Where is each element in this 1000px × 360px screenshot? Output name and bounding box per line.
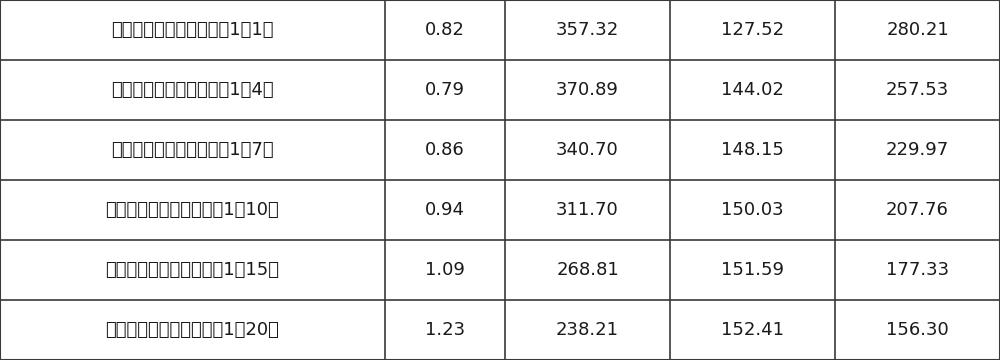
Text: 环溴虫酰胺：环氧虫啶（1：4）: 环溴虫酰胺：环氧虫啶（1：4）: [111, 81, 274, 99]
Text: 0.86: 0.86: [425, 141, 465, 159]
Text: 环溴虫酰胺：环氧虫啶（1：7）: 环溴虫酰胺：环氧虫啶（1：7）: [111, 141, 274, 159]
Text: 1.09: 1.09: [425, 261, 465, 279]
Text: 207.76: 207.76: [886, 201, 949, 219]
Text: 229.97: 229.97: [886, 141, 949, 159]
Text: 238.21: 238.21: [556, 321, 619, 339]
Text: 152.41: 152.41: [721, 321, 784, 339]
Text: 0.94: 0.94: [425, 201, 465, 219]
Text: 156.30: 156.30: [886, 321, 949, 339]
Text: 340.70: 340.70: [556, 141, 619, 159]
Text: 环溴虫酰胺：环氧虫啶（1：10）: 环溴虫酰胺：环氧虫啶（1：10）: [106, 201, 279, 219]
Text: 280.21: 280.21: [886, 21, 949, 39]
Text: 148.15: 148.15: [721, 141, 784, 159]
Text: 0.79: 0.79: [425, 81, 465, 99]
Text: 370.89: 370.89: [556, 81, 619, 99]
Text: 1.23: 1.23: [425, 321, 465, 339]
Text: 环溴虫酰胺：环氧虫啶（1：15）: 环溴虫酰胺：环氧虫啶（1：15）: [106, 261, 280, 279]
Text: 150.03: 150.03: [721, 201, 784, 219]
Text: 环溴虫酰胺：环氧虫啶（1：1）: 环溴虫酰胺：环氧虫啶（1：1）: [111, 21, 274, 39]
Text: 151.59: 151.59: [721, 261, 784, 279]
Text: 144.02: 144.02: [721, 81, 784, 99]
Text: 268.81: 268.81: [556, 261, 619, 279]
Text: 环溴虫酰胺：环氧虫啶（1：20）: 环溴虫酰胺：环氧虫啶（1：20）: [106, 321, 279, 339]
Text: 357.32: 357.32: [556, 21, 619, 39]
Text: 311.70: 311.70: [556, 201, 619, 219]
Text: 0.82: 0.82: [425, 21, 465, 39]
Text: 257.53: 257.53: [886, 81, 949, 99]
Text: 127.52: 127.52: [721, 21, 784, 39]
Text: 177.33: 177.33: [886, 261, 949, 279]
